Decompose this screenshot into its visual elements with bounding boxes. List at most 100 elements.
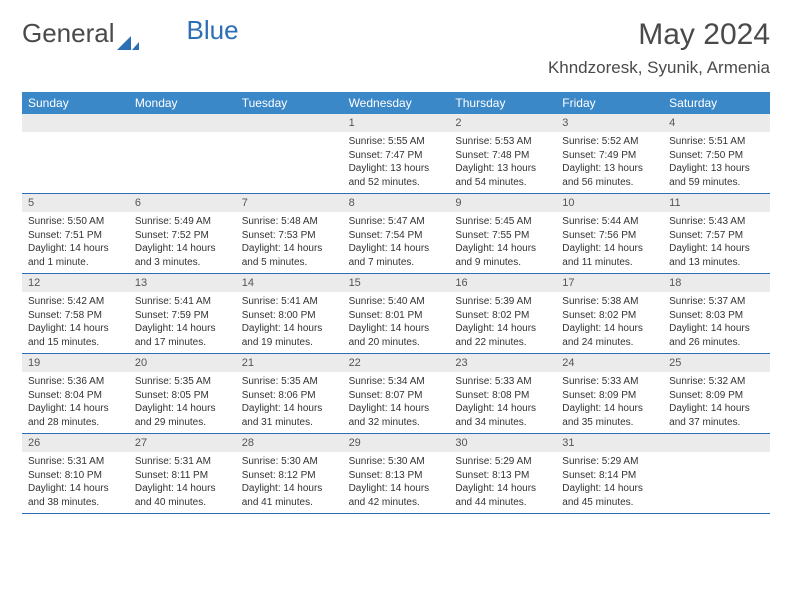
day-d1: Daylight: 14 hours — [242, 402, 337, 416]
day-sr: Sunrise: 5:48 AM — [242, 215, 337, 229]
day-sr: Sunrise: 5:45 AM — [455, 215, 550, 229]
day-cell-8: 8Sunrise: 5:47 AMSunset: 7:54 PMDaylight… — [343, 194, 450, 273]
day-header-sunday: Sunday — [22, 92, 129, 114]
day-d1: Daylight: 14 hours — [455, 482, 550, 496]
day-sr: Sunrise: 5:35 AM — [242, 375, 337, 389]
day-details: Sunrise: 5:29 AMSunset: 8:13 PMDaylight:… — [449, 452, 556, 513]
day-details: Sunrise: 5:51 AMSunset: 7:50 PMDaylight:… — [663, 132, 770, 193]
day-number: 14 — [236, 274, 343, 292]
day-ss: Sunset: 8:11 PM — [135, 469, 230, 483]
day-cell-24: 24Sunrise: 5:33 AMSunset: 8:09 PMDayligh… — [556, 354, 663, 433]
day-number: 17 — [556, 274, 663, 292]
day-number: 28 — [236, 434, 343, 452]
day-details: Sunrise: 5:31 AMSunset: 8:10 PMDaylight:… — [22, 452, 129, 513]
day-details: Sunrise: 5:36 AMSunset: 8:04 PMDaylight:… — [22, 372, 129, 433]
day-ss: Sunset: 8:04 PM — [28, 389, 123, 403]
day-header-saturday: Saturday — [663, 92, 770, 114]
day-details: Sunrise: 5:32 AMSunset: 8:09 PMDaylight:… — [663, 372, 770, 433]
day-number: 18 — [663, 274, 770, 292]
day-ss: Sunset: 7:54 PM — [349, 229, 444, 243]
day-d2: and 20 minutes. — [349, 336, 444, 350]
day-cell-31: 31Sunrise: 5:29 AMSunset: 8:14 PMDayligh… — [556, 434, 663, 513]
week-row: 26Sunrise: 5:31 AMSunset: 8:10 PMDayligh… — [22, 434, 770, 514]
week-row: 1Sunrise: 5:55 AMSunset: 7:47 PMDaylight… — [22, 114, 770, 194]
day-cell-12: 12Sunrise: 5:42 AMSunset: 7:58 PMDayligh… — [22, 274, 129, 353]
day-sr: Sunrise: 5:33 AM — [562, 375, 657, 389]
day-details: Sunrise: 5:31 AMSunset: 8:11 PMDaylight:… — [129, 452, 236, 513]
day-details: Sunrise: 5:39 AMSunset: 8:02 PMDaylight:… — [449, 292, 556, 353]
calendar-weeks: 1Sunrise: 5:55 AMSunset: 7:47 PMDaylight… — [22, 114, 770, 514]
day-header-row: SundayMondayTuesdayWednesdayThursdayFrid… — [22, 92, 770, 114]
day-details: Sunrise: 5:44 AMSunset: 7:56 PMDaylight:… — [556, 212, 663, 273]
day-d1: Daylight: 14 hours — [455, 242, 550, 256]
day-sr: Sunrise: 5:29 AM — [455, 455, 550, 469]
day-d1: Daylight: 14 hours — [135, 322, 230, 336]
day-d2: and 26 minutes. — [669, 336, 764, 350]
day-details: Sunrise: 5:42 AMSunset: 7:58 PMDaylight:… — [22, 292, 129, 353]
day-number: 4 — [663, 114, 770, 132]
day-d1: Daylight: 14 hours — [242, 242, 337, 256]
day-ss: Sunset: 7:57 PM — [669, 229, 764, 243]
day-d1: Daylight: 14 hours — [242, 322, 337, 336]
day-d1: Daylight: 14 hours — [669, 322, 764, 336]
day-sr: Sunrise: 5:50 AM — [28, 215, 123, 229]
day-details: Sunrise: 5:55 AMSunset: 7:47 PMDaylight:… — [343, 132, 450, 193]
day-sr: Sunrise: 5:38 AM — [562, 295, 657, 309]
day-cell-30: 30Sunrise: 5:29 AMSunset: 8:13 PMDayligh… — [449, 434, 556, 513]
day-details: Sunrise: 5:29 AMSunset: 8:14 PMDaylight:… — [556, 452, 663, 513]
day-cell-17: 17Sunrise: 5:38 AMSunset: 8:02 PMDayligh… — [556, 274, 663, 353]
day-number: 6 — [129, 194, 236, 212]
day-cell-27: 27Sunrise: 5:31 AMSunset: 8:11 PMDayligh… — [129, 434, 236, 513]
day-number: 2 — [449, 114, 556, 132]
day-header-friday: Friday — [556, 92, 663, 114]
day-ss: Sunset: 8:14 PM — [562, 469, 657, 483]
month-title: May 2024 — [548, 18, 770, 52]
day-details: Sunrise: 5:43 AMSunset: 7:57 PMDaylight:… — [663, 212, 770, 273]
logo-text-1: General — [22, 18, 115, 49]
day-d1: Daylight: 13 hours — [562, 162, 657, 176]
day-d2: and 42 minutes. — [349, 496, 444, 510]
day-details: Sunrise: 5:33 AMSunset: 8:08 PMDaylight:… — [449, 372, 556, 433]
day-number: 9 — [449, 194, 556, 212]
day-header-thursday: Thursday — [449, 92, 556, 114]
day-cell-9: 9Sunrise: 5:45 AMSunset: 7:55 PMDaylight… — [449, 194, 556, 273]
day-cell-2: 2Sunrise: 5:53 AMSunset: 7:48 PMDaylight… — [449, 114, 556, 193]
day-ss: Sunset: 8:08 PM — [455, 389, 550, 403]
day-ss: Sunset: 8:12 PM — [242, 469, 337, 483]
day-sr: Sunrise: 5:51 AM — [669, 135, 764, 149]
day-number: 21 — [236, 354, 343, 372]
day-number: 24 — [556, 354, 663, 372]
day-number: 20 — [129, 354, 236, 372]
day-d2: and 38 minutes. — [28, 496, 123, 510]
day-d2: and 19 minutes. — [242, 336, 337, 350]
day-header-tuesday: Tuesday — [236, 92, 343, 114]
day-cell-6: 6Sunrise: 5:49 AMSunset: 7:52 PMDaylight… — [129, 194, 236, 273]
day-details: Sunrise: 5:47 AMSunset: 7:54 PMDaylight:… — [343, 212, 450, 273]
day-d1: Daylight: 14 hours — [349, 242, 444, 256]
day-d2: and 35 minutes. — [562, 416, 657, 430]
day-d1: Daylight: 14 hours — [28, 402, 123, 416]
day-ss: Sunset: 7:48 PM — [455, 149, 550, 163]
day-details: Sunrise: 5:38 AMSunset: 8:02 PMDaylight:… — [556, 292, 663, 353]
day-d1: Daylight: 13 hours — [669, 162, 764, 176]
day-sr: Sunrise: 5:42 AM — [28, 295, 123, 309]
day-number: 30 — [449, 434, 556, 452]
day-details: Sunrise: 5:40 AMSunset: 8:01 PMDaylight:… — [343, 292, 450, 353]
week-row: 5Sunrise: 5:50 AMSunset: 7:51 PMDaylight… — [22, 194, 770, 274]
day-d2: and 24 minutes. — [562, 336, 657, 350]
day-sr: Sunrise: 5:32 AM — [669, 375, 764, 389]
day-cell-23: 23Sunrise: 5:33 AMSunset: 8:08 PMDayligh… — [449, 354, 556, 433]
day-d1: Daylight: 14 hours — [455, 322, 550, 336]
day-d2: and 9 minutes. — [455, 256, 550, 270]
day-ss: Sunset: 8:02 PM — [455, 309, 550, 323]
day-details: Sunrise: 5:50 AMSunset: 7:51 PMDaylight:… — [22, 212, 129, 273]
day-ss: Sunset: 8:09 PM — [669, 389, 764, 403]
week-row: 12Sunrise: 5:42 AMSunset: 7:58 PMDayligh… — [22, 274, 770, 354]
day-number: 26 — [22, 434, 129, 452]
day-cell-1: 1Sunrise: 5:55 AMSunset: 7:47 PMDaylight… — [343, 114, 450, 193]
day-ss: Sunset: 7:50 PM — [669, 149, 764, 163]
day-sr: Sunrise: 5:43 AM — [669, 215, 764, 229]
day-details: Sunrise: 5:30 AMSunset: 8:13 PMDaylight:… — [343, 452, 450, 513]
day-sr: Sunrise: 5:53 AM — [455, 135, 550, 149]
day-cell-empty — [663, 434, 770, 513]
